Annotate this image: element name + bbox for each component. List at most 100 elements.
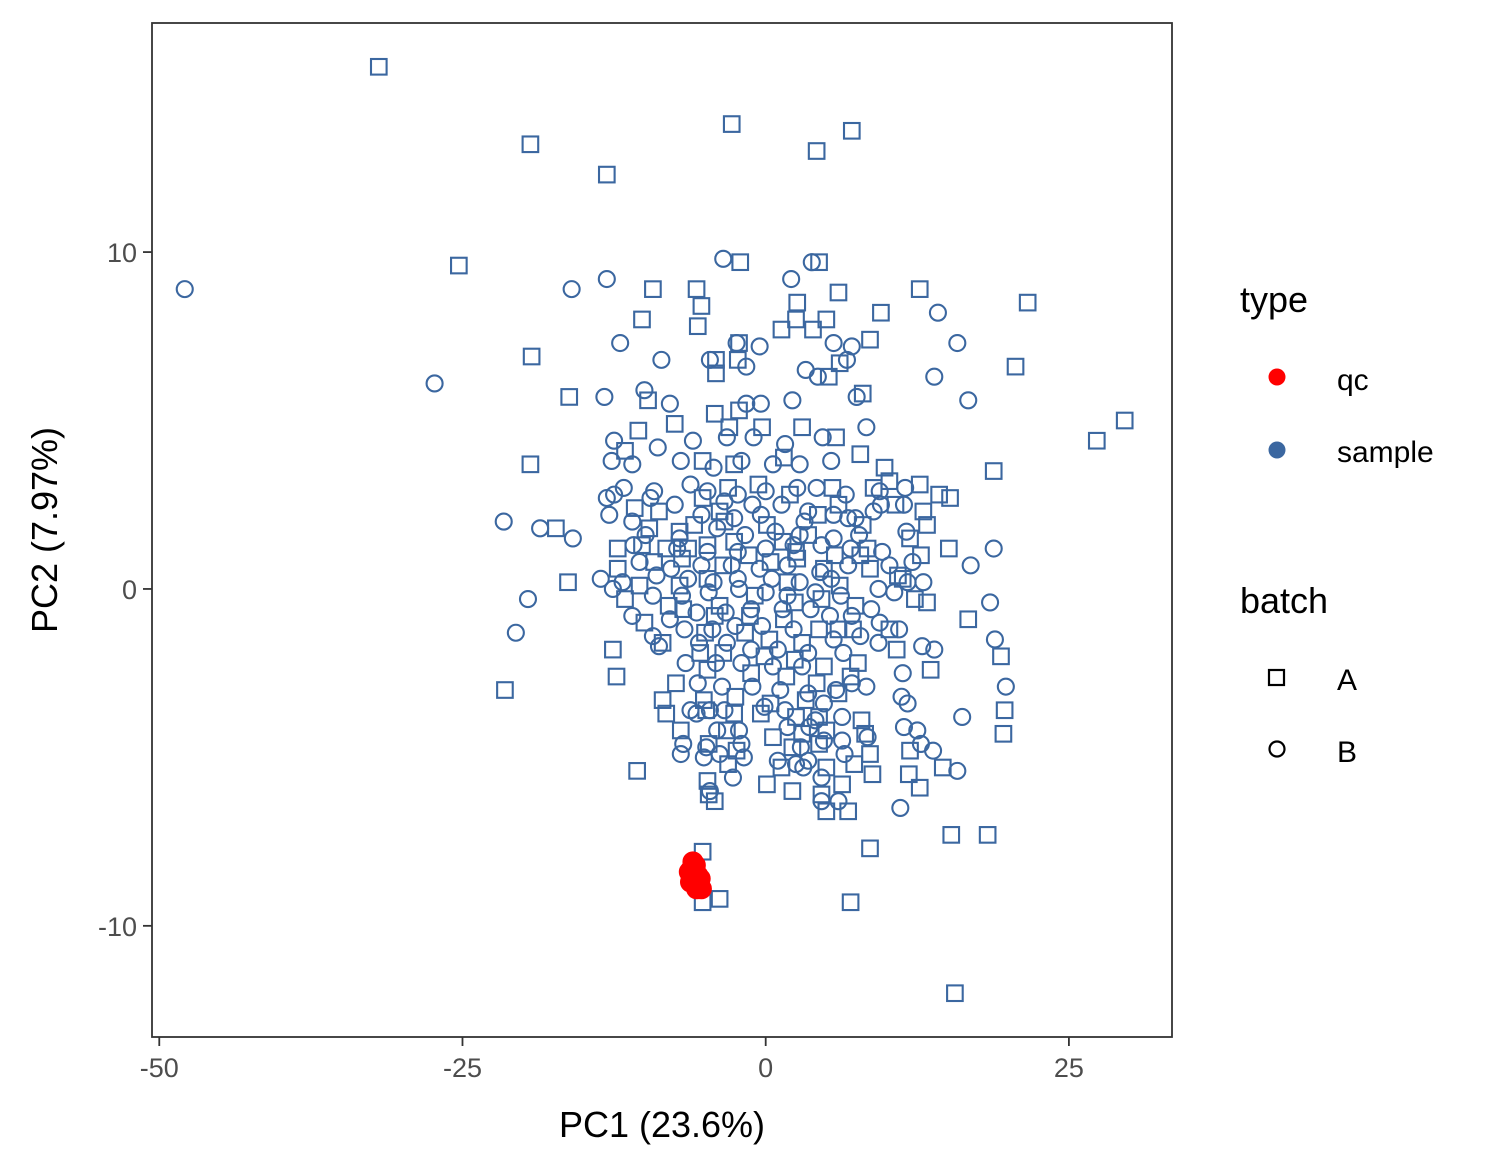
sample-point-batch-a [657,704,676,723]
sample-point-batch-b [833,731,852,750]
sample-point-batch-b [613,573,632,592]
sample-point-batch-b [714,249,733,268]
sample-point-batch-b [835,744,854,764]
sample-point-batch-a [872,303,890,322]
sample-point-batch-a [1018,293,1037,312]
sample-point-batch-a [893,569,912,588]
sample-point-batch-b [708,519,727,538]
sample-point-batch-b [643,586,662,605]
sample-point-batch-b [729,579,749,599]
sample-point-batch-a [650,502,668,521]
sample-point-batch-b [824,505,843,524]
sample-point-batch-b [737,357,756,376]
sample-point-batch-a [946,984,964,1003]
sample-point-batch-a [726,687,745,706]
sample-point-batch-a [521,135,540,154]
sample-point-batch-b [647,566,666,585]
panel-border [151,22,1173,1038]
sample-point-batch-a [630,576,649,595]
sample-point-batch-a [745,586,764,605]
sample-point-batch-b [665,495,684,514]
sample-point-batch-a [698,772,717,790]
sample-point-batch-b [857,677,876,696]
sample-point-batch-a [812,590,831,608]
sample-point-batch-a [839,802,858,821]
sample-point-batch-b [814,694,833,713]
sample-point-batch-a [787,310,805,329]
sample-point-batch-a [906,590,924,608]
x-tick-label: 0 [758,1053,773,1083]
sample-point-batch-a [833,775,851,794]
sample-point-batch-b [834,643,853,663]
sample-point-batch-a [691,644,710,662]
sample-point-batch-b [597,269,616,289]
sample-point-batch-b [842,606,861,625]
sample-point-batch-a [863,765,882,784]
sample-point-batch-b [595,387,614,406]
x-tick-label: 25 [1054,1053,1084,1083]
sample-point-batch-a [705,792,724,811]
sample-point-batch-a [842,121,861,140]
sample-point-batch-b [687,603,706,622]
sample-point-batch-a [810,620,828,639]
sample-point-batch-b [605,431,624,450]
sample-point-batch-a [910,778,929,797]
sample-point-batch-b [897,522,916,541]
sample-point-batch-b [715,492,734,511]
sample-point-batch-a [369,57,388,76]
y-tick-label: 0 [122,575,137,605]
sample-point-batch-a [851,445,870,464]
sample-point-batch-b [660,610,679,629]
sample-point-batch-b [790,526,809,545]
sample-point-batch-a [793,634,811,652]
sample-point-batch-a [559,573,577,592]
sample-point-batch-b [851,627,870,646]
sample-point-batch-a [807,142,826,160]
sample-point-batch-b [672,586,692,605]
sample-point-batch-a [856,724,875,743]
sample-point-batch-b [837,350,857,369]
sample-point-batch-a [829,684,848,703]
sample-point-batch-b [563,529,582,548]
sample-point-batch-b [689,633,709,652]
x-tick-label: -50 [140,1053,179,1083]
sample-point-batch-a [698,536,717,555]
sample-point-batch-b [732,451,751,470]
sample-point-batch-b [812,792,831,811]
sample-point-batch-a [521,455,540,474]
sample-point-batch-a [939,539,958,558]
sample-point-batch-a [671,721,690,740]
sample-point-batch-b [717,428,736,447]
sample-point-batch-b [751,394,770,413]
sample-point-batch-a [959,610,978,629]
sample-point-batch-b [623,606,642,625]
sample-point-batch-b [652,350,671,369]
sample-point-batch-b [996,677,1015,696]
sample-point-batch-a [804,320,822,339]
sample-point-batch-a [829,283,848,302]
sample-point-batch-b [862,600,881,619]
sample-point-batch-a [841,667,860,686]
sample-point-batch-a [793,418,811,437]
legend-key-qc [1268,368,1286,386]
sample-point-batch-b [778,718,797,737]
sample-point-batch-b [790,573,809,592]
sample-point-batch-b [751,505,770,524]
sample-point-batch-a [616,590,634,608]
legend-key-batch-a [1267,668,1286,687]
sample-point-batch-b [729,721,749,740]
sample-point-batch-a [941,489,959,507]
sample-point-batch-b [814,731,833,750]
sample-point-batch-a [718,721,736,740]
sample-point-batch-b [880,556,899,575]
sample-point-batch-b [614,478,633,497]
legend-label-sample: sample [1337,436,1434,469]
sample-point-batch-a [694,691,713,709]
sample-point-batch-b [800,718,819,737]
x-tick-label: -25 [443,1053,482,1083]
sample-point-batch-a [810,253,828,272]
sample-point-batch-a [772,320,791,339]
sample-point-batch-a [921,660,940,679]
sample-point-batch-b [778,556,797,575]
